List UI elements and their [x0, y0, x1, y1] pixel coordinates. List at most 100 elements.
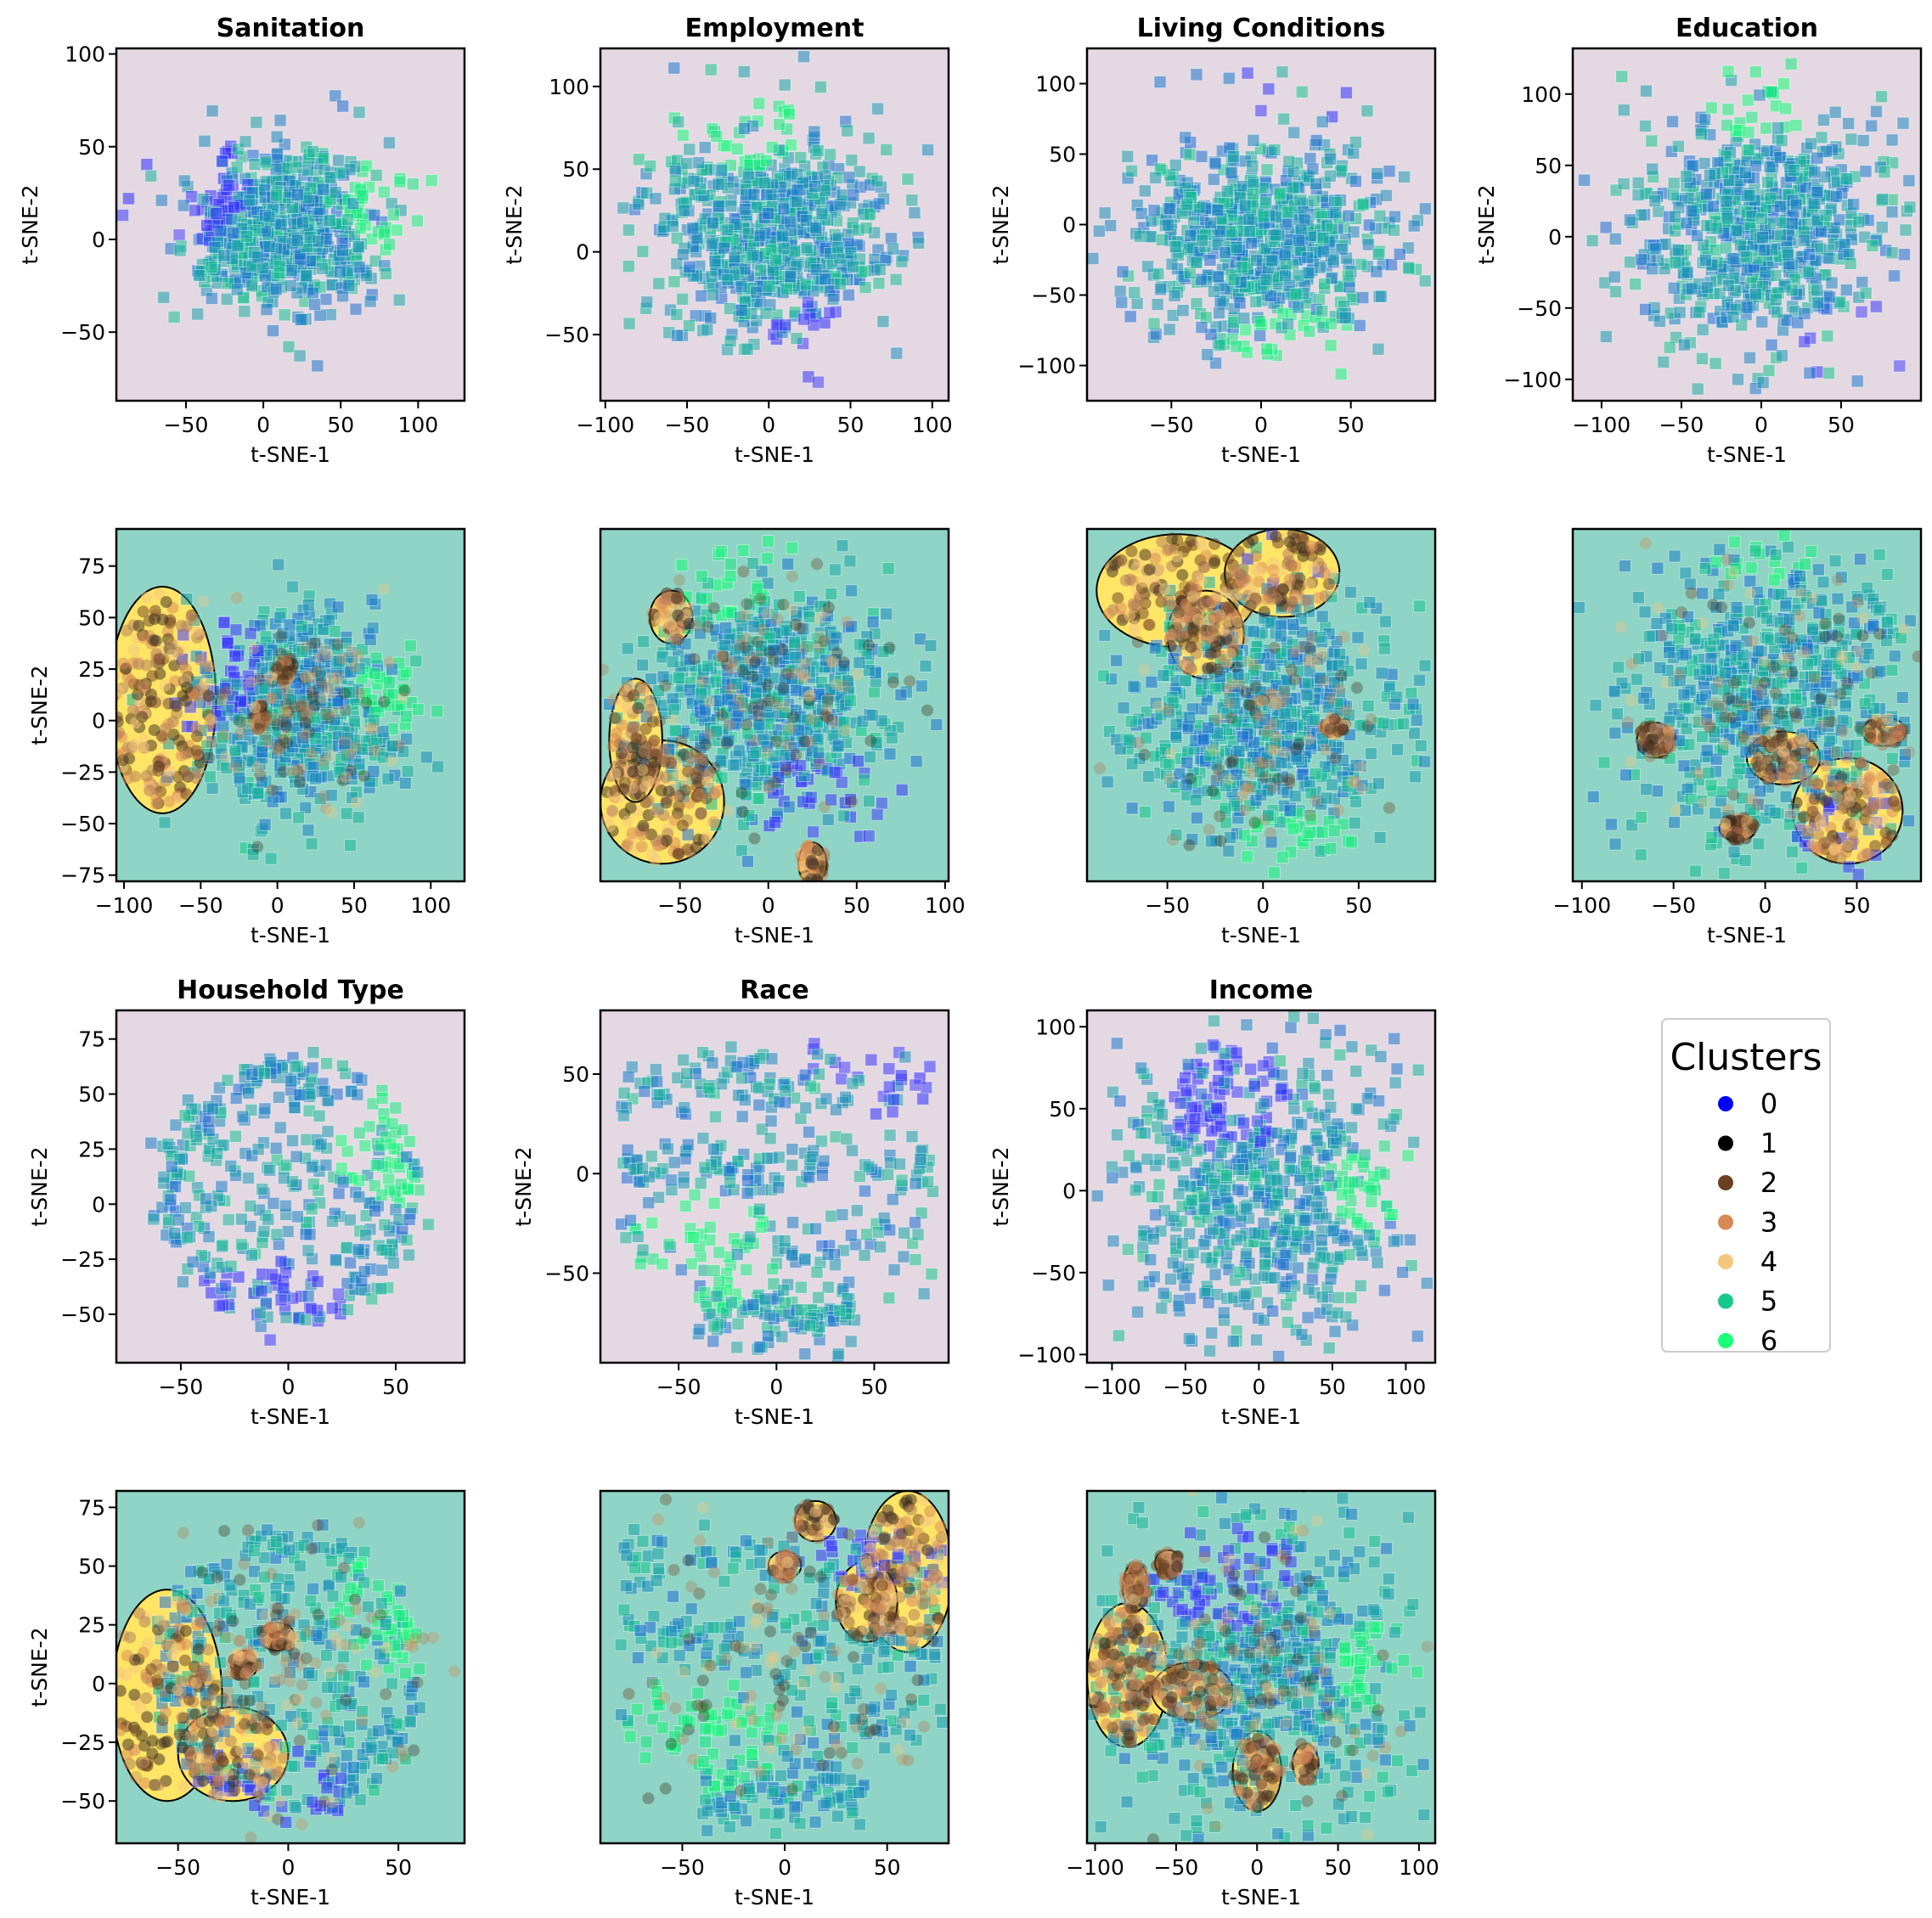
scatter-point: [710, 130, 724, 143]
scatter-point: [1680, 170, 1693, 183]
cluster-dot: [604, 820, 617, 833]
scatter-point: [1282, 155, 1296, 168]
cluster-dot: [336, 774, 349, 787]
scatter-point: [1276, 307, 1290, 320]
scatter-point: [837, 809, 850, 823]
scatter-point: [1755, 211, 1768, 225]
scatter-point: [777, 706, 791, 719]
scatter-point: [1696, 323, 1710, 336]
scatter-point: [203, 770, 217, 784]
scatter-point: [1639, 120, 1652, 132]
scatter-point: [667, 275, 681, 289]
scatter-point: [1685, 205, 1698, 218]
scatter-point: [1149, 171, 1162, 184]
x-tick-label: 100: [912, 413, 953, 437]
scatter-point: [425, 174, 438, 188]
scatter-point: [758, 763, 772, 777]
scatter-point: [652, 684, 666, 697]
scatter-point: [383, 238, 397, 251]
scatter-point: [1791, 316, 1805, 329]
x-tick-label: −50: [164, 413, 209, 437]
scatter-point: [833, 277, 847, 290]
cluster-dot: [830, 678, 842, 690]
cluster-dot: [277, 734, 290, 746]
scatter-point: [206, 781, 219, 795]
cluster-dot: [644, 703, 656, 716]
scatter-point: [844, 694, 858, 707]
scatter-point: [342, 278, 356, 292]
y-tick-label: 50: [78, 605, 105, 630]
scatter-point: [1163, 323, 1176, 336]
cluster-dot: [324, 672, 336, 684]
cluster-dot: [254, 768, 267, 781]
scatter-point: [1672, 244, 1685, 257]
cluster-dot: [825, 655, 838, 668]
scatter-point: [299, 801, 313, 814]
scatter-point: [930, 718, 943, 731]
cluster-dot: [385, 755, 397, 768]
cluster-dot: [190, 772, 203, 785]
scatter-point: [1087, 252, 1100, 265]
scatter-point: [880, 607, 893, 621]
cluster-dot: [251, 841, 264, 853]
scatter-point: [349, 302, 363, 316]
scatter-point: [1771, 306, 1784, 319]
scatter-point: [340, 807, 353, 820]
scatter-point: [259, 630, 273, 644]
scatter-point: [692, 156, 706, 170]
scatter-point: [1599, 330, 1613, 343]
cluster-dot: [216, 688, 228, 700]
cluster-dot: [398, 684, 411, 697]
scatter-point: [844, 793, 857, 806]
scatter-point: [1811, 151, 1824, 165]
scatter-point: [1195, 149, 1208, 163]
scatter-point: [865, 709, 879, 722]
scatter-point: [230, 160, 244, 174]
scatter-point: [739, 778, 752, 791]
scatter-point: [698, 141, 712, 155]
cluster-dot: [807, 858, 820, 870]
scatter-point: [670, 308, 684, 321]
y-tick-label: −100: [1503, 368, 1562, 392]
x-tick-label: 50: [327, 413, 354, 437]
scatter-point: [1270, 228, 1282, 242]
scatter-point: [1370, 265, 1383, 278]
scatter-point: [914, 633, 927, 646]
scatter-point: [831, 739, 845, 752]
scatter-point: [1147, 204, 1161, 217]
cluster-dot: [277, 765, 290, 778]
cluster-dot: [716, 650, 729, 662]
y-tick-label: 25: [78, 657, 105, 682]
scatter-point: [667, 703, 680, 717]
scatter-point: [1850, 374, 1864, 388]
scatter-point: [251, 250, 265, 264]
scatter-point: [814, 599, 827, 613]
scatter-point: [1761, 176, 1775, 189]
cluster-dot: [298, 729, 311, 742]
scatter-point: [431, 705, 444, 718]
scatter-point: [870, 807, 884, 821]
scatter-point: [1154, 283, 1168, 296]
scatter-point: [1233, 296, 1247, 310]
scatter-point: [1875, 90, 1888, 104]
scatter-point: [746, 557, 759, 570]
scatter-point: [895, 784, 909, 796]
scatter-point: [366, 622, 380, 635]
scatter-point: [870, 736, 883, 750]
scatter-point: [808, 180, 821, 194]
cluster-dot: [383, 656, 396, 669]
scatter-point: [845, 584, 859, 598]
scatter-point: [1207, 284, 1220, 298]
cluster-dot: [281, 736, 294, 749]
scatter-point: [908, 206, 921, 220]
cluster-dot: [904, 675, 916, 688]
x-tick-label: 0: [1755, 413, 1768, 437]
scatter-point: [1680, 217, 1693, 230]
scatter-point: [1698, 113, 1711, 127]
cluster-dot: [660, 835, 673, 847]
cluster-dot: [831, 647, 843, 660]
scatter-point: [750, 285, 763, 299]
scatter-point: [1719, 241, 1732, 255]
scatter-point: [704, 312, 718, 325]
